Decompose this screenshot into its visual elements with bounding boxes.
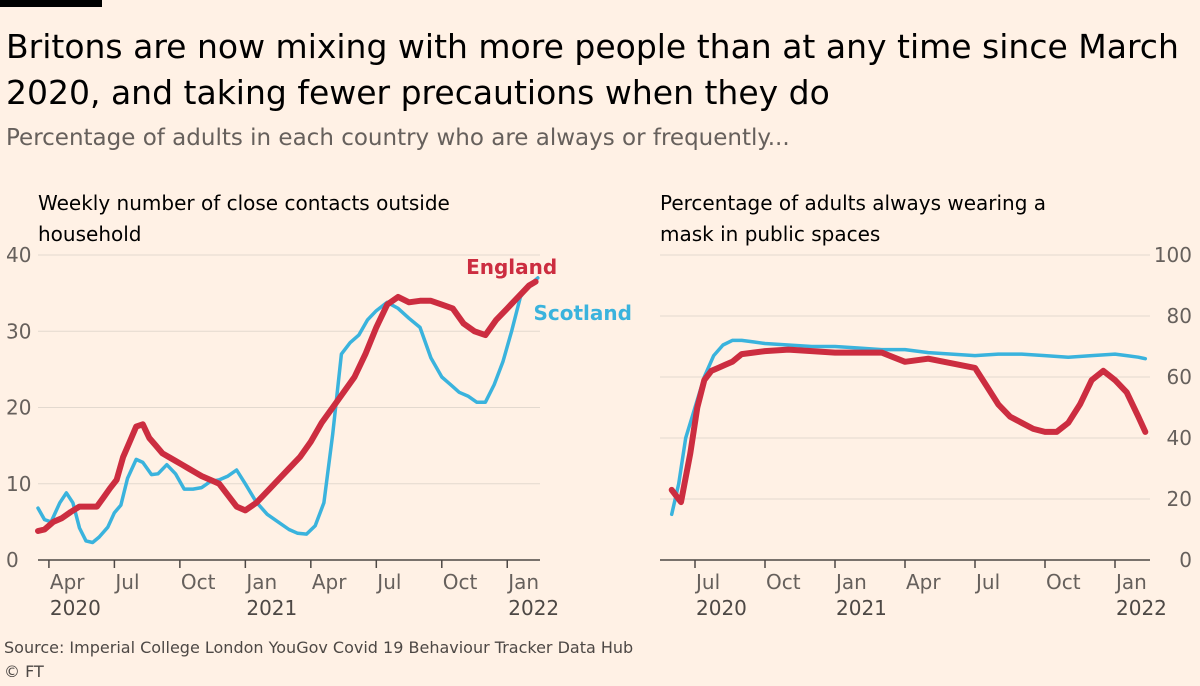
contacts-x-tick-oct-2: Oct bbox=[181, 570, 216, 594]
chart-subtitle: Percentage of adults in each country who… bbox=[6, 125, 790, 151]
chart-title: Britons are now mixing with more people … bbox=[6, 27, 1179, 112]
mask-panel-title: Percentage of adults always wearing a ma… bbox=[660, 191, 1047, 246]
contacts-x-tick-apr-4: Apr bbox=[312, 570, 347, 594]
copyright: © FT bbox=[4, 662, 44, 681]
contacts-x-year-2021: 2021 bbox=[246, 596, 297, 620]
contacts-x-year-2022: 2022 bbox=[508, 596, 559, 620]
contacts-y-tick-20: 20 bbox=[6, 396, 31, 420]
mask-x-tick-jul-0: Jul bbox=[694, 570, 720, 594]
mask-y-tick-100: 100 bbox=[1154, 243, 1192, 267]
mask-y-tick-40: 40 bbox=[1167, 426, 1192, 450]
mask-x-tick-jan-2: Jan bbox=[834, 570, 867, 594]
contacts-x-tick-oct-6: Oct bbox=[443, 570, 478, 594]
contacts-label-scotland: Scotland bbox=[533, 301, 631, 325]
mask-y-tick-60: 60 bbox=[1167, 365, 1192, 389]
mask-x-year-2021: 2021 bbox=[836, 596, 887, 620]
mask-line-england bbox=[668, 346, 1149, 506]
mask-y-tick-20: 20 bbox=[1167, 487, 1192, 511]
contacts-x-year-2020: 2020 bbox=[50, 596, 101, 620]
mask-y-tick-80: 80 bbox=[1167, 304, 1192, 328]
contacts-x-tick-jan-3: Jan bbox=[244, 570, 277, 594]
contacts-line-england bbox=[35, 278, 539, 534]
contacts-y-tick-10: 10 bbox=[6, 472, 31, 496]
mask-y-tick-0: 0 bbox=[1179, 548, 1192, 572]
contacts-line-scotland bbox=[36, 276, 540, 545]
mask-x-tick-oct-5: Oct bbox=[1046, 570, 1081, 594]
mask-x-tick-oct-1: Oct bbox=[766, 570, 801, 594]
contacts-x-tick-apr-0: Apr bbox=[50, 570, 85, 594]
contacts-y-tick-30: 30 bbox=[6, 319, 31, 343]
mask-line-scotland bbox=[669, 338, 1148, 517]
contacts-y-tick-0: 0 bbox=[6, 548, 19, 572]
contacts-panel-title: Weekly number of close contacts outside … bbox=[38, 191, 450, 246]
mask-x-tick-jul-4: Jul bbox=[974, 570, 1000, 594]
mask-x-tick-apr-3: Apr bbox=[906, 570, 941, 594]
mask-x-year-2020: 2020 bbox=[696, 596, 747, 620]
contacts-label-england: England bbox=[466, 255, 557, 279]
mask-x-year-2022: 2022 bbox=[1116, 596, 1167, 620]
contacts-x-tick-jul-5: Jul bbox=[375, 570, 401, 594]
mask-x-tick-jan-6: Jan bbox=[1114, 570, 1147, 594]
source-note: Source: Imperial College London YouGov C… bbox=[4, 638, 634, 657]
contacts-x-tick-jul-1: Jul bbox=[113, 570, 139, 594]
contacts-x-tick-jan-7: Jan bbox=[506, 570, 539, 594]
contacts-y-tick-40: 40 bbox=[6, 243, 31, 267]
ft-top-bar bbox=[0, 0, 102, 7]
